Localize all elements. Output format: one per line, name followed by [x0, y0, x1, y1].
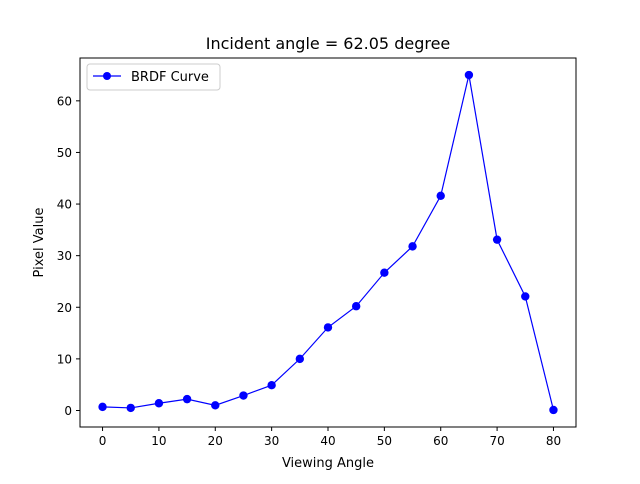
data-point [408, 242, 417, 251]
chart-title: Incident angle = 62.05 degree [206, 34, 451, 53]
data-point [267, 380, 276, 390]
x-tick-label: 10 [151, 434, 166, 448]
x-tick-label: 60 [433, 434, 448, 448]
data-point [323, 323, 333, 332]
data-point [182, 394, 192, 404]
x-tick-label: 70 [489, 434, 504, 448]
legend-marker-swatch [103, 72, 111, 80]
data-point [98, 402, 107, 412]
x-tick-label: 40 [320, 434, 335, 448]
y-tick-label: 40 [57, 198, 72, 212]
data-point [521, 292, 530, 301]
data-point [126, 403, 135, 413]
data-point [380, 268, 389, 277]
y-tick-label: 10 [57, 352, 72, 366]
data-point [351, 302, 361, 311]
legend-label: BRDF Curve [131, 70, 209, 85]
y-tick-label: 0 [64, 404, 72, 418]
data-point [211, 401, 220, 410]
x-tick-label: 50 [377, 434, 392, 448]
data-point [492, 235, 502, 244]
x-tick-label: 80 [546, 434, 561, 448]
x-tick-label: 0 [99, 434, 107, 448]
legend: BRDF Curve [86, 63, 221, 91]
data-point [154, 399, 164, 408]
y-axis-label: Pixel Value [32, 208, 47, 278]
data-point [295, 354, 305, 364]
x-tick-label: 30 [264, 434, 279, 448]
data-point [549, 405, 558, 415]
y-tick-label: 50 [57, 146, 72, 160]
y-tick-label: 20 [57, 301, 72, 315]
y-tick-label: 60 [57, 94, 72, 108]
data-point [239, 391, 248, 400]
legend-box [86, 63, 221, 91]
x-axis-label: Viewing Angle [282, 456, 374, 471]
data-point [464, 70, 474, 80]
data-point [436, 191, 445, 200]
x-tick-label: 20 [208, 434, 223, 448]
y-tick-label: 30 [57, 249, 72, 263]
